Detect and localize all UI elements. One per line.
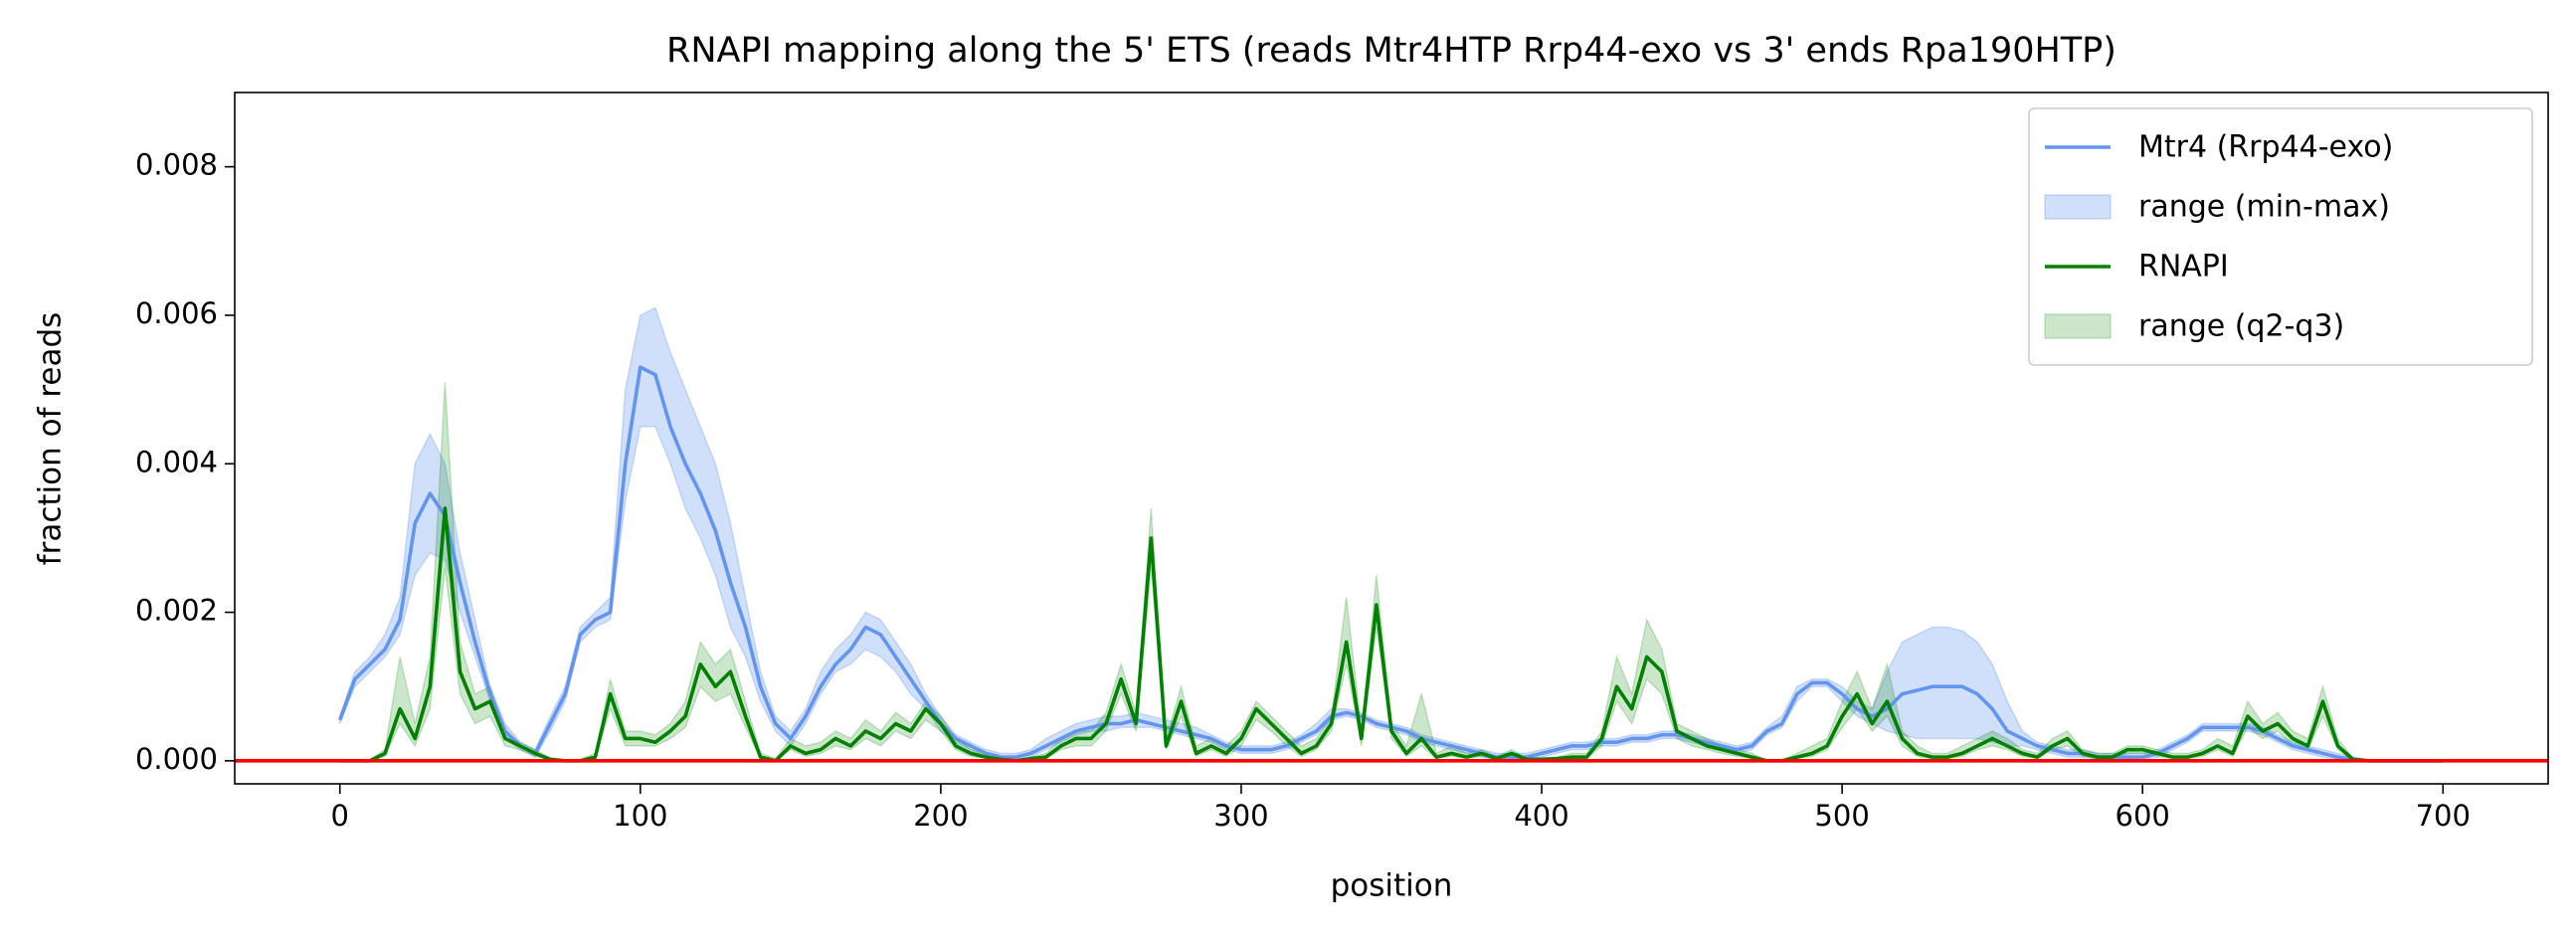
axes-frame — [234, 92, 2549, 785]
legend-label: range (min-max) — [2138, 190, 2390, 225]
y-tick-label: 0.006 — [135, 296, 218, 330]
legend-patch — [2044, 194, 2112, 220]
x-tick-label: 200 — [913, 799, 968, 833]
x-tick-label: 0 — [331, 799, 349, 833]
x-tick-label: 700 — [2416, 799, 2471, 833]
series-line — [339, 506, 2444, 763]
legend-label: RNAPI — [2138, 250, 2229, 284]
x-tick-label: 500 — [1814, 799, 1869, 833]
x-tick-label: 400 — [1514, 799, 1568, 833]
legend-patch — [2044, 313, 2112, 339]
y-tick-label: 0.000 — [135, 742, 218, 776]
legend: Mtr4 (Rrp44-exo) range (min-max) RNAPI rang… — [2028, 107, 2533, 366]
plot-area — [235, 306, 2548, 763]
legend-box — [2028, 107, 2533, 366]
x-tick-label: 300 — [1213, 799, 1268, 833]
legend-label: range (q2-q3) — [2138, 309, 2344, 344]
range-band — [339, 382, 2444, 762]
y-tick-label: 0.004 — [135, 445, 218, 478]
legend-label: Mtr4 (Rrp44-exo) — [2138, 130, 2393, 165]
x-axis-label: position — [1331, 868, 1453, 904]
y-tick-label: 0.008 — [135, 148, 218, 182]
x-tick-label: 600 — [2116, 799, 2170, 833]
y-tick-label: 0.002 — [135, 594, 218, 628]
chart-title: RNAPI mapping along the 5' ETS (reads Mt… — [666, 31, 2116, 71]
x-tick-label: 100 — [613, 799, 667, 833]
y-axis-label: fraction of reads — [33, 312, 69, 566]
